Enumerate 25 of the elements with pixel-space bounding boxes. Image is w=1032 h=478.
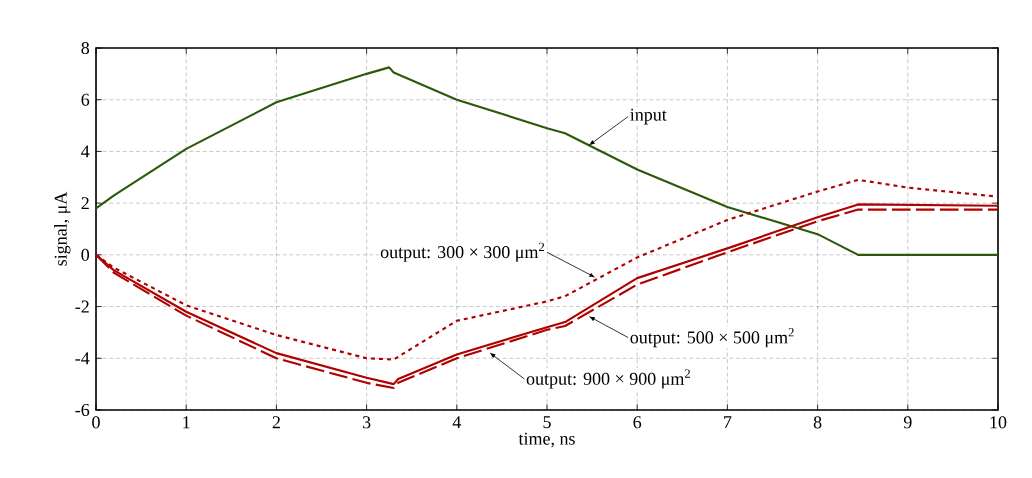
x-axis-title: time, ns xyxy=(518,432,575,448)
x-tick-label: 5 xyxy=(543,416,551,429)
y-tick-label: 6 xyxy=(81,93,90,106)
y-tick-label: 2 xyxy=(81,197,89,210)
x-tick-label: 0 xyxy=(92,416,100,429)
y-tick-label: 4 xyxy=(81,145,90,158)
y-tick-label: 0 xyxy=(81,248,90,261)
x-tick-label: 2 xyxy=(272,416,280,429)
annotation: output: 300 × 300 μm$^{2}$ xyxy=(380,242,545,262)
x-tick-label: 8 xyxy=(813,416,822,429)
annotation: input xyxy=(630,108,667,125)
x-tick-label: 6 xyxy=(633,416,642,429)
y-tick-label: -2 xyxy=(75,300,89,313)
y-tick-label: 8 xyxy=(81,41,90,55)
x-tick-label: 10 xyxy=(990,416,1007,429)
x-tick-label: 3 xyxy=(362,416,371,429)
x-tick-label: 1 xyxy=(183,416,190,429)
y-tick-label: -6 xyxy=(75,403,90,417)
x-tick-label: 7 xyxy=(724,416,732,429)
annotation: output: 500 × 500 μm$^{2}$ xyxy=(630,328,794,348)
x-tick-label: 9 xyxy=(903,416,912,429)
x-tick-label: 4 xyxy=(452,416,462,429)
y-axis-title: signal, μA xyxy=(54,191,71,266)
y-tick-label: -4 xyxy=(75,352,90,365)
annotation: output: 900 × 900 μm$^{2}$ xyxy=(526,369,690,389)
